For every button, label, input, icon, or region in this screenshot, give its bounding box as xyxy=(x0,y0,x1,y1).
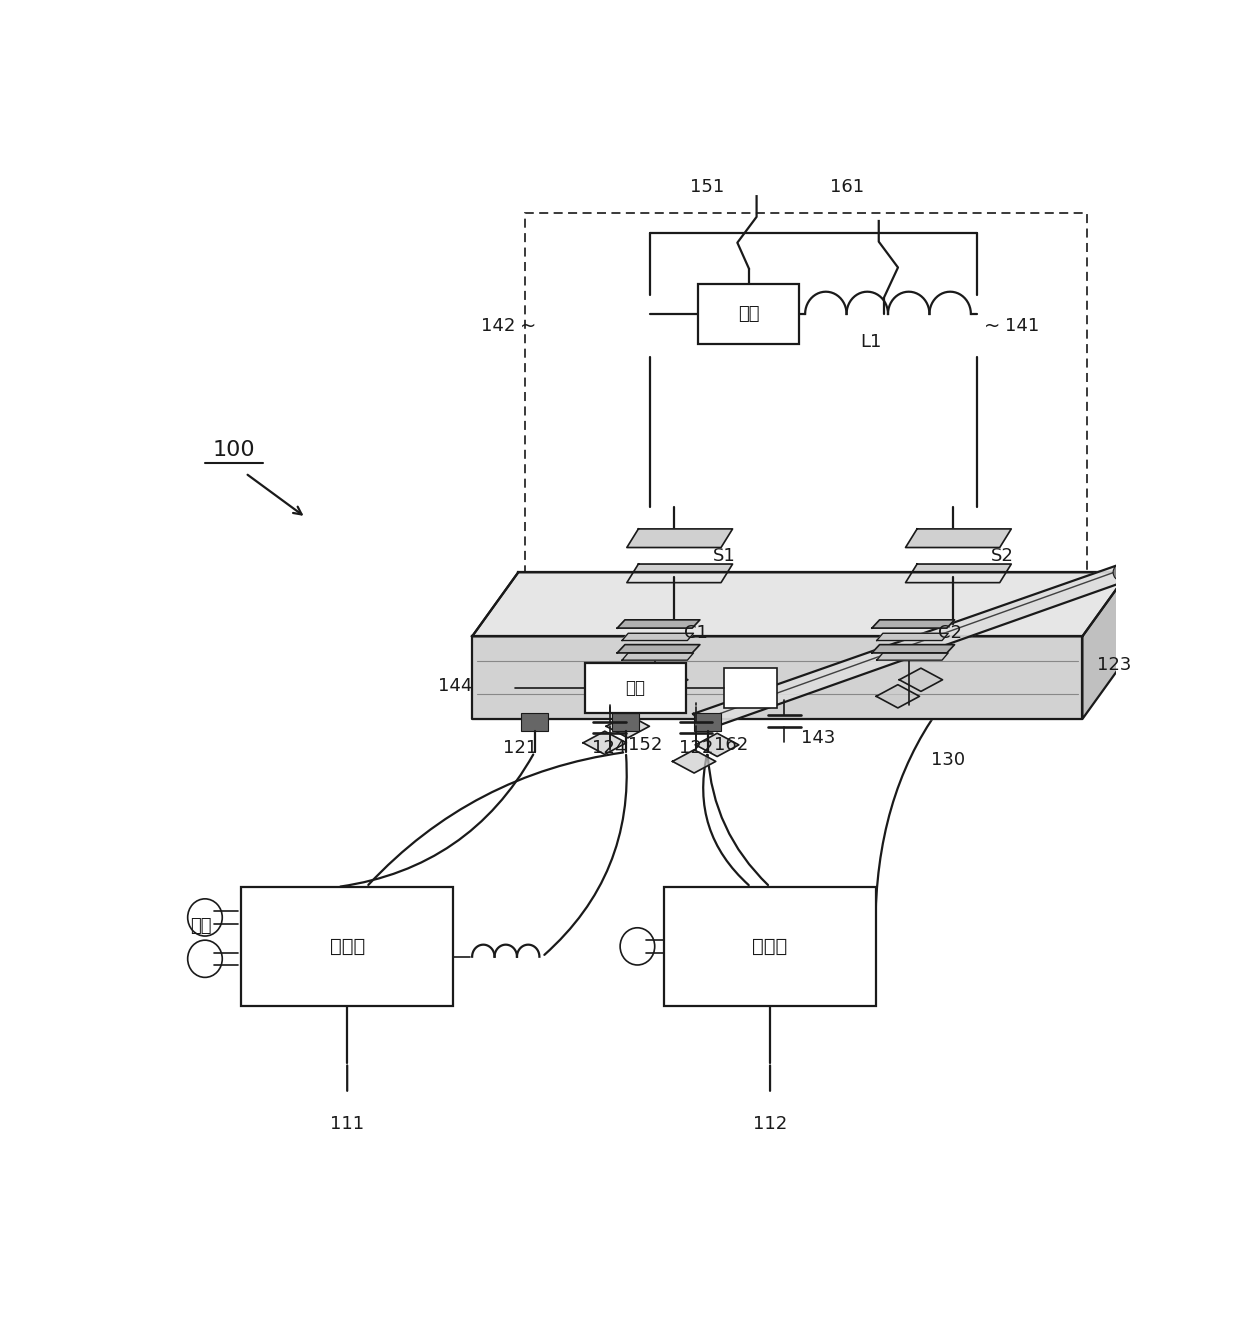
Text: 141: 141 xyxy=(1006,317,1039,336)
Text: ~: ~ xyxy=(985,317,1001,336)
Polygon shape xyxy=(583,731,626,754)
Polygon shape xyxy=(472,572,1128,636)
Polygon shape xyxy=(672,750,715,773)
Polygon shape xyxy=(872,644,955,654)
Bar xyxy=(585,663,686,713)
Polygon shape xyxy=(877,684,920,709)
Polygon shape xyxy=(622,654,693,660)
Text: 112: 112 xyxy=(753,1115,787,1133)
Text: 122: 122 xyxy=(678,739,713,757)
Text: S1: S1 xyxy=(712,546,735,565)
Bar xyxy=(694,713,720,731)
Bar xyxy=(698,285,800,344)
Polygon shape xyxy=(627,529,733,548)
Polygon shape xyxy=(621,684,665,709)
Text: C1: C1 xyxy=(683,624,708,643)
Text: C2: C2 xyxy=(939,624,962,643)
Text: S2: S2 xyxy=(991,546,1014,565)
Bar xyxy=(521,713,548,731)
Polygon shape xyxy=(472,636,1083,719)
Polygon shape xyxy=(627,564,733,582)
Text: 162: 162 xyxy=(714,735,749,754)
Text: 100: 100 xyxy=(212,440,255,460)
Polygon shape xyxy=(618,620,699,628)
Polygon shape xyxy=(1083,572,1128,719)
Text: 市电: 市电 xyxy=(191,917,212,935)
Bar xyxy=(665,887,875,1005)
Text: 121: 121 xyxy=(503,739,537,757)
Text: 130: 130 xyxy=(931,752,966,769)
Text: 负载: 负载 xyxy=(738,305,760,323)
Polygon shape xyxy=(606,715,650,738)
Text: L1: L1 xyxy=(861,333,882,350)
Bar xyxy=(613,713,640,731)
Polygon shape xyxy=(693,564,1131,730)
Text: 负载: 负载 xyxy=(625,679,646,696)
Bar xyxy=(724,668,777,707)
Text: 161: 161 xyxy=(830,178,864,196)
Text: 驱动器: 驱动器 xyxy=(753,937,787,956)
Text: 124: 124 xyxy=(593,739,626,757)
Polygon shape xyxy=(622,633,693,640)
Bar xyxy=(242,887,453,1005)
Polygon shape xyxy=(899,668,942,691)
Text: 驱动器: 驱动器 xyxy=(330,937,365,956)
Bar xyxy=(525,212,1087,600)
Polygon shape xyxy=(696,733,739,757)
Polygon shape xyxy=(905,564,1012,582)
Text: 144: 144 xyxy=(438,676,472,695)
Polygon shape xyxy=(645,668,688,691)
Text: 152: 152 xyxy=(627,735,662,754)
Polygon shape xyxy=(877,654,949,660)
Polygon shape xyxy=(618,644,699,654)
Text: 142: 142 xyxy=(481,317,516,336)
Polygon shape xyxy=(877,633,949,640)
Text: ~: ~ xyxy=(521,317,537,336)
Text: 151: 151 xyxy=(691,178,724,196)
Text: 143: 143 xyxy=(801,729,836,746)
Text: 123: 123 xyxy=(1096,656,1131,674)
Text: 111: 111 xyxy=(330,1115,365,1133)
Circle shape xyxy=(1114,564,1128,581)
Polygon shape xyxy=(905,529,1012,548)
Polygon shape xyxy=(872,620,955,628)
